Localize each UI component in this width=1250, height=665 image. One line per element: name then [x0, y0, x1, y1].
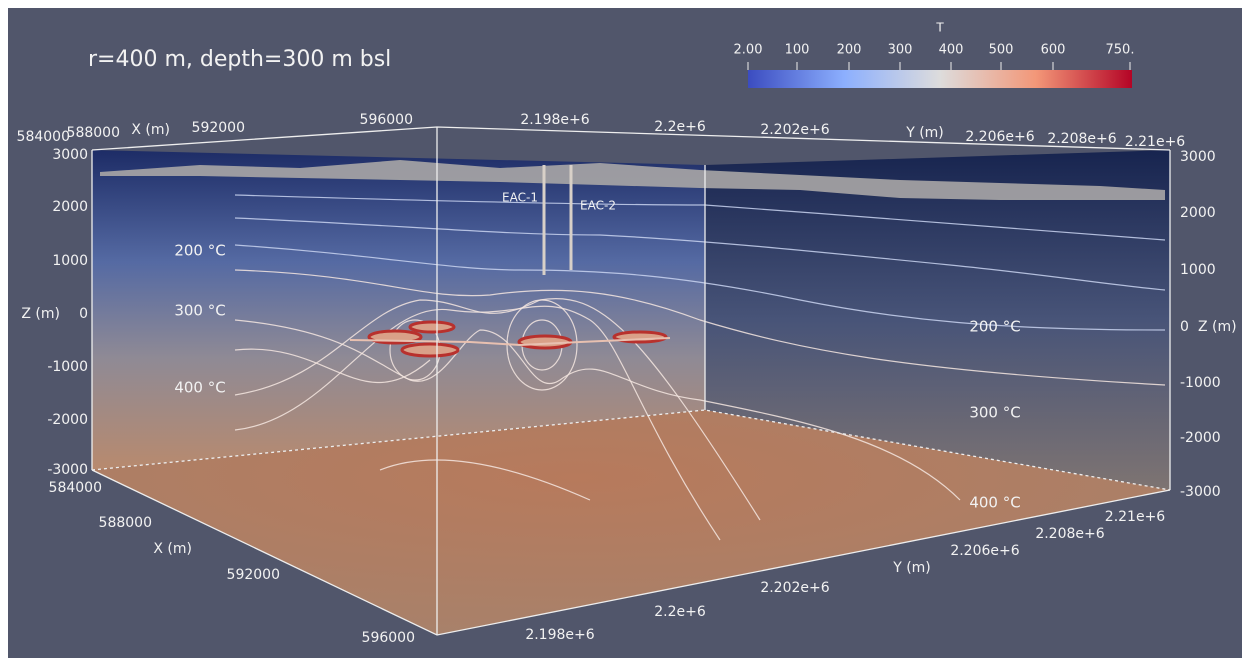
- axis-label: 2.206e+6: [950, 543, 1019, 559]
- axis-label: 2.2e+6: [654, 604, 706, 620]
- color-bar-title: T: [935, 21, 944, 35]
- axis-label: 596000: [360, 112, 413, 128]
- axis-label: 584000: [17, 129, 70, 145]
- axis-label: 3000: [52, 147, 88, 163]
- axis-label: 2.202e+6: [760, 122, 829, 138]
- axis-label: -2000: [47, 412, 88, 428]
- axis-label: X (m): [153, 541, 192, 557]
- isotherm-label: 400 °C: [174, 379, 225, 397]
- color-bar-label: 400: [939, 43, 964, 58]
- color-bar-label: 300: [888, 43, 913, 58]
- isotherm-label: 200 °C: [969, 318, 1020, 336]
- well-label: EAC-2: [580, 199, 616, 213]
- color-bar-label: 750.: [1106, 43, 1135, 58]
- axis-label: 596000: [362, 630, 415, 646]
- isotherm-label: 400 °C: [969, 494, 1020, 512]
- color-bar-label: 100: [785, 43, 810, 58]
- axis-label: 2.208e+6: [1047, 131, 1116, 147]
- axis-label: 588000: [67, 125, 120, 141]
- isotherm-label: 300 °C: [174, 302, 225, 320]
- color-bar-label: 500: [989, 43, 1014, 58]
- title: r=400 m, depth=300 m bsl: [88, 47, 391, 72]
- axis-label: Z (m): [1198, 319, 1237, 335]
- axis-label: 2.202e+6: [760, 580, 829, 596]
- axis-label: 1000: [1180, 262, 1216, 278]
- axis-label: 2.208e+6: [1035, 526, 1104, 542]
- axis-label: -1000: [1180, 375, 1221, 391]
- color-bar-label: 200: [837, 43, 862, 58]
- axis-label: 2.198e+6: [520, 112, 589, 128]
- color-bar: [748, 70, 1132, 88]
- axis-label: 2.206e+6: [965, 129, 1034, 145]
- axis-label: 592000: [227, 567, 280, 583]
- axis-label: 592000: [192, 120, 245, 136]
- axis-label: -3000: [1180, 484, 1221, 500]
- axis-label: 0: [1180, 319, 1189, 335]
- axis-label: -1000: [47, 359, 88, 375]
- axis-label: 2.21e+6: [1125, 134, 1186, 150]
- axis-label: 3000: [1180, 149, 1216, 165]
- isotherm-label: 200 °C: [174, 242, 225, 260]
- axis-label: 0: [79, 306, 88, 322]
- axis-label: 2000: [1180, 205, 1216, 221]
- axis-label: Y (m): [905, 125, 944, 141]
- axis-label: Y (m): [892, 560, 931, 576]
- axis-label: X (m): [131, 122, 170, 138]
- axis-label: -2000: [1180, 430, 1221, 446]
- isotherm-label: 300 °C: [969, 404, 1020, 422]
- axis-label: 2.198e+6: [525, 627, 594, 643]
- axis-label: 1000: [52, 253, 88, 269]
- axis-label: Z (m): [21, 306, 60, 322]
- color-bar-label: 600: [1041, 43, 1066, 58]
- axis-label: 2000: [52, 199, 88, 215]
- color-bar-label: 2.00: [734, 43, 763, 58]
- axis-label: 588000: [99, 515, 152, 531]
- axis-label: -3000: [47, 462, 88, 478]
- axis-label: 2.2e+6: [654, 119, 706, 135]
- well-label: EAC-1: [502, 191, 538, 205]
- render-view: r=400 m, depth=300 m bsl T 2.00 100 200 300 40…: [0, 0, 1250, 665]
- axis-label: 2.21e+6: [1105, 509, 1166, 525]
- axis-label: 584000: [49, 480, 102, 496]
